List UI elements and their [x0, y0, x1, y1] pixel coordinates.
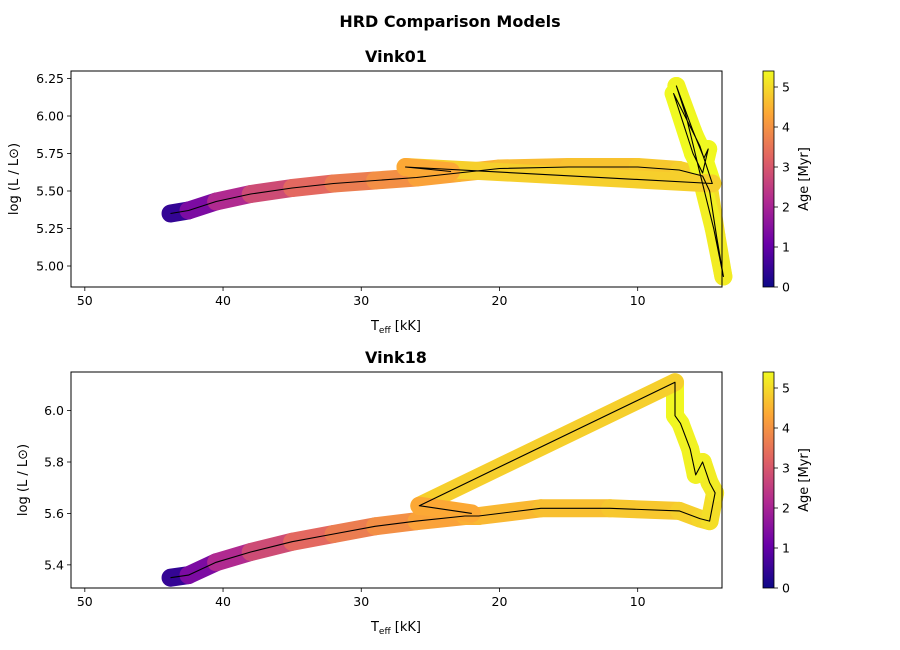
y-tick-label: 5.00 — [36, 259, 64, 274]
y-tick-label: 5.50 — [36, 184, 64, 199]
colorbar-tick-label: 5 — [782, 381, 790, 396]
x-tick-label: 40 — [215, 293, 231, 308]
colorbar — [762, 371, 775, 589]
colorbar-tick-label: 3 — [782, 160, 790, 175]
colorbar-tick-label: 0 — [782, 280, 790, 295]
y-ticks: 5.00 5.25 5.50 5.75 6.00 6.25 — [36, 71, 71, 274]
track-layer — [161, 373, 725, 587]
figure-title: HRD Comparison Models — [339, 12, 560, 31]
y-axis-label: log (L / L⊙) — [16, 444, 31, 516]
colorbar-tick-label: 1 — [782, 541, 790, 556]
x-axis-label-sub: eff — [379, 627, 392, 637]
x-tick-label: 50 — [77, 293, 93, 308]
track-line-layer — [170, 85, 724, 278]
colorbar — [762, 70, 775, 288]
track-line — [170, 85, 724, 278]
track-layer — [161, 77, 733, 286]
x-tick-label: 20 — [492, 594, 508, 609]
colorbar-tick-label: 2 — [782, 501, 790, 516]
x-tick-label: 30 — [353, 594, 369, 609]
colorbar-label: Age [Myr] — [797, 147, 812, 211]
x-axis-label: Teff [kK] — [370, 620, 421, 637]
x-tick-label: 20 — [492, 293, 508, 308]
x-axis-label-sub: eff — [379, 326, 392, 336]
y-tick-label: 6.0 — [44, 403, 64, 418]
x-tick-label: 50 — [77, 594, 93, 609]
x-ticks: 50 40 30 20 10 — [77, 287, 646, 308]
colorbar-tick-label: 4 — [782, 421, 790, 436]
y-tick-label: 6.25 — [36, 71, 64, 86]
panel-vink01: Vink01 50 40 30 20 10 5.005.255.505.756.006.… — [7, 47, 812, 336]
y-tick-label: 5.75 — [36, 146, 64, 161]
colorbar-ticks: 0 1 2 3 4 5 — [774, 80, 790, 295]
track-line-layer — [170, 381, 716, 579]
colorbar-tick-label: 4 — [782, 120, 790, 135]
plot-frame — [70, 70, 723, 288]
colorbar-label: Age [Myr] — [797, 448, 812, 512]
panel-title: Vink18 — [365, 348, 427, 367]
y-tick-label: 5.4 — [44, 557, 64, 572]
y-tick-label: 6.00 — [36, 109, 64, 124]
colorbar-tick-label: 2 — [782, 200, 790, 215]
x-ticks: 50 40 30 20 10 — [77, 588, 646, 609]
colorbar-ticks: 0 1 2 3 4 5 — [774, 381, 790, 596]
x-tick-label: 10 — [630, 293, 646, 308]
x-tick-label: 10 — [630, 594, 646, 609]
panel-title: Vink01 — [365, 47, 427, 66]
colorbar-tick-label: 0 — [782, 581, 790, 596]
colorbar-tick-label: 1 — [782, 240, 790, 255]
y-tick-label: 5.8 — [44, 455, 64, 470]
x-tick-label: 40 — [215, 594, 231, 609]
y-axis-label: log (L / L⊙) — [7, 143, 22, 215]
y-tick-label: 5.6 — [44, 506, 64, 521]
panel-vink18: Vink18 50 40 30 20 10 5.45.65.86.0 Teff [kK]… — [16, 348, 812, 637]
y-ticks: 5.4 5.6 5.8 6.0 — [44, 403, 71, 572]
x-tick-label: 30 — [353, 293, 369, 308]
x-axis-label: Teff [kK] — [370, 319, 421, 336]
colorbar-tick-label: 5 — [782, 80, 790, 95]
track-line — [170, 381, 716, 579]
plot-frame — [70, 371, 723, 589]
y-tick-label: 5.25 — [36, 221, 64, 236]
colorbar-tick-label: 3 — [782, 461, 790, 476]
